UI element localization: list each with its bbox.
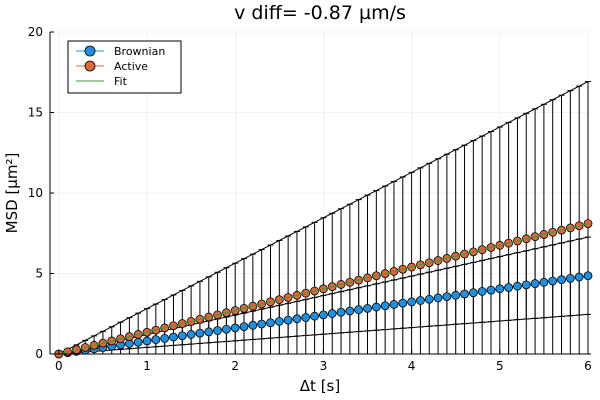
data-point-brownian: [557, 275, 566, 285]
data-point-brownian: [336, 307, 346, 317]
data-point-brownian: [451, 290, 461, 300]
x-axis-label: Δt [s]: [300, 377, 340, 395]
x-tick-label: 6: [584, 359, 592, 373]
data-point-brownian: [177, 331, 187, 341]
legend-label-brownian: Brownian: [114, 45, 165, 58]
data-point-brownian: [504, 283, 514, 292]
data-point-brownian: [477, 287, 487, 296]
data-point-brownian: [371, 302, 381, 312]
data-point-brownian: [530, 279, 540, 288]
legend: Brownian Active Fit: [67, 40, 182, 94]
data-point-brownian: [133, 337, 143, 347]
data-point-brownian: [169, 332, 178, 342]
data-point-brownian: [424, 294, 434, 304]
data-point-brownian: [407, 297, 417, 307]
data-point-brownian: [389, 300, 399, 309]
data-point-brownian: [283, 315, 293, 325]
data-point-brownian: [160, 333, 170, 343]
data-point-brownian: [442, 292, 452, 302]
data-point-brownian: [327, 309, 337, 318]
x-tick-label: 1: [143, 359, 151, 373]
chart-title: v diff= -0.87 µm/s: [234, 2, 406, 24]
error-envelope-upper: [58, 81, 589, 355]
data-point-brownian: [380, 301, 390, 311]
data-point-brownian: [354, 305, 364, 315]
x-tick-label: 5: [496, 359, 504, 373]
data-point-brownian: [565, 273, 575, 283]
data-point-brownian: [583, 271, 593, 281]
data-point-brownian: [266, 318, 275, 328]
legend-swatch-marker: [84, 60, 96, 72]
y-axis-label: MSD [µm²]: [3, 153, 21, 234]
x-tick-label: 2: [231, 359, 239, 373]
data-point-brownian: [363, 303, 372, 313]
legend-label-fit: Fit: [114, 75, 128, 88]
data-point-brownian: [239, 322, 249, 332]
data-point-brownian: [204, 327, 214, 337]
data-point-brownian: [186, 330, 196, 339]
x-tick-label: 0: [55, 359, 63, 373]
x-tick-label: 4: [408, 359, 416, 373]
y-tick-label: 0: [35, 347, 43, 361]
data-point-brownian: [548, 276, 558, 286]
y-tick-label: 20: [28, 25, 43, 39]
series-layer: [54, 219, 593, 359]
data-point-brownian: [495, 284, 505, 294]
data-point-brownian: [398, 298, 408, 308]
data-point-brownian: [292, 314, 302, 324]
data-point-brownian: [195, 328, 205, 338]
data-point-brownian: [539, 277, 549, 287]
legend-swatch-marker: [84, 45, 96, 57]
data-point-brownian: [416, 296, 425, 305]
data-point-brownian: [301, 313, 311, 322]
x-tick-label: 3: [320, 359, 328, 373]
data-point-brownian: [319, 310, 328, 320]
data-point-brownian: [486, 285, 496, 295]
data-point-brownian: [468, 288, 478, 298]
data-point-brownian: [460, 289, 469, 299]
data-point-brownian: [151, 335, 161, 345]
data-point-brownian: [248, 320, 258, 330]
data-point-brownian: [257, 319, 267, 329]
data-point-brownian: [433, 293, 443, 303]
data-point-brownian: [274, 316, 284, 326]
y-tick-label: 10: [28, 186, 43, 200]
y-tick-label: 15: [28, 106, 43, 120]
data-point-brownian: [574, 272, 584, 282]
data-point-brownian: [221, 324, 231, 334]
data-point-brownian: [310, 311, 319, 321]
axes: 0 1 2 3 4 5 6 0 5 10 15 20: [28, 25, 592, 373]
data-point-brownian: [345, 306, 355, 316]
data-point-brownian: [230, 323, 240, 333]
data-point-brownian: [521, 280, 531, 290]
series-line-fit: [58, 223, 589, 355]
legend-label-active: Active: [114, 60, 148, 73]
data-point-brownian: [513, 281, 522, 291]
data-point-brownian: [142, 336, 152, 346]
data-point-brownian: [213, 326, 222, 335]
y-tick-label: 5: [35, 267, 43, 281]
